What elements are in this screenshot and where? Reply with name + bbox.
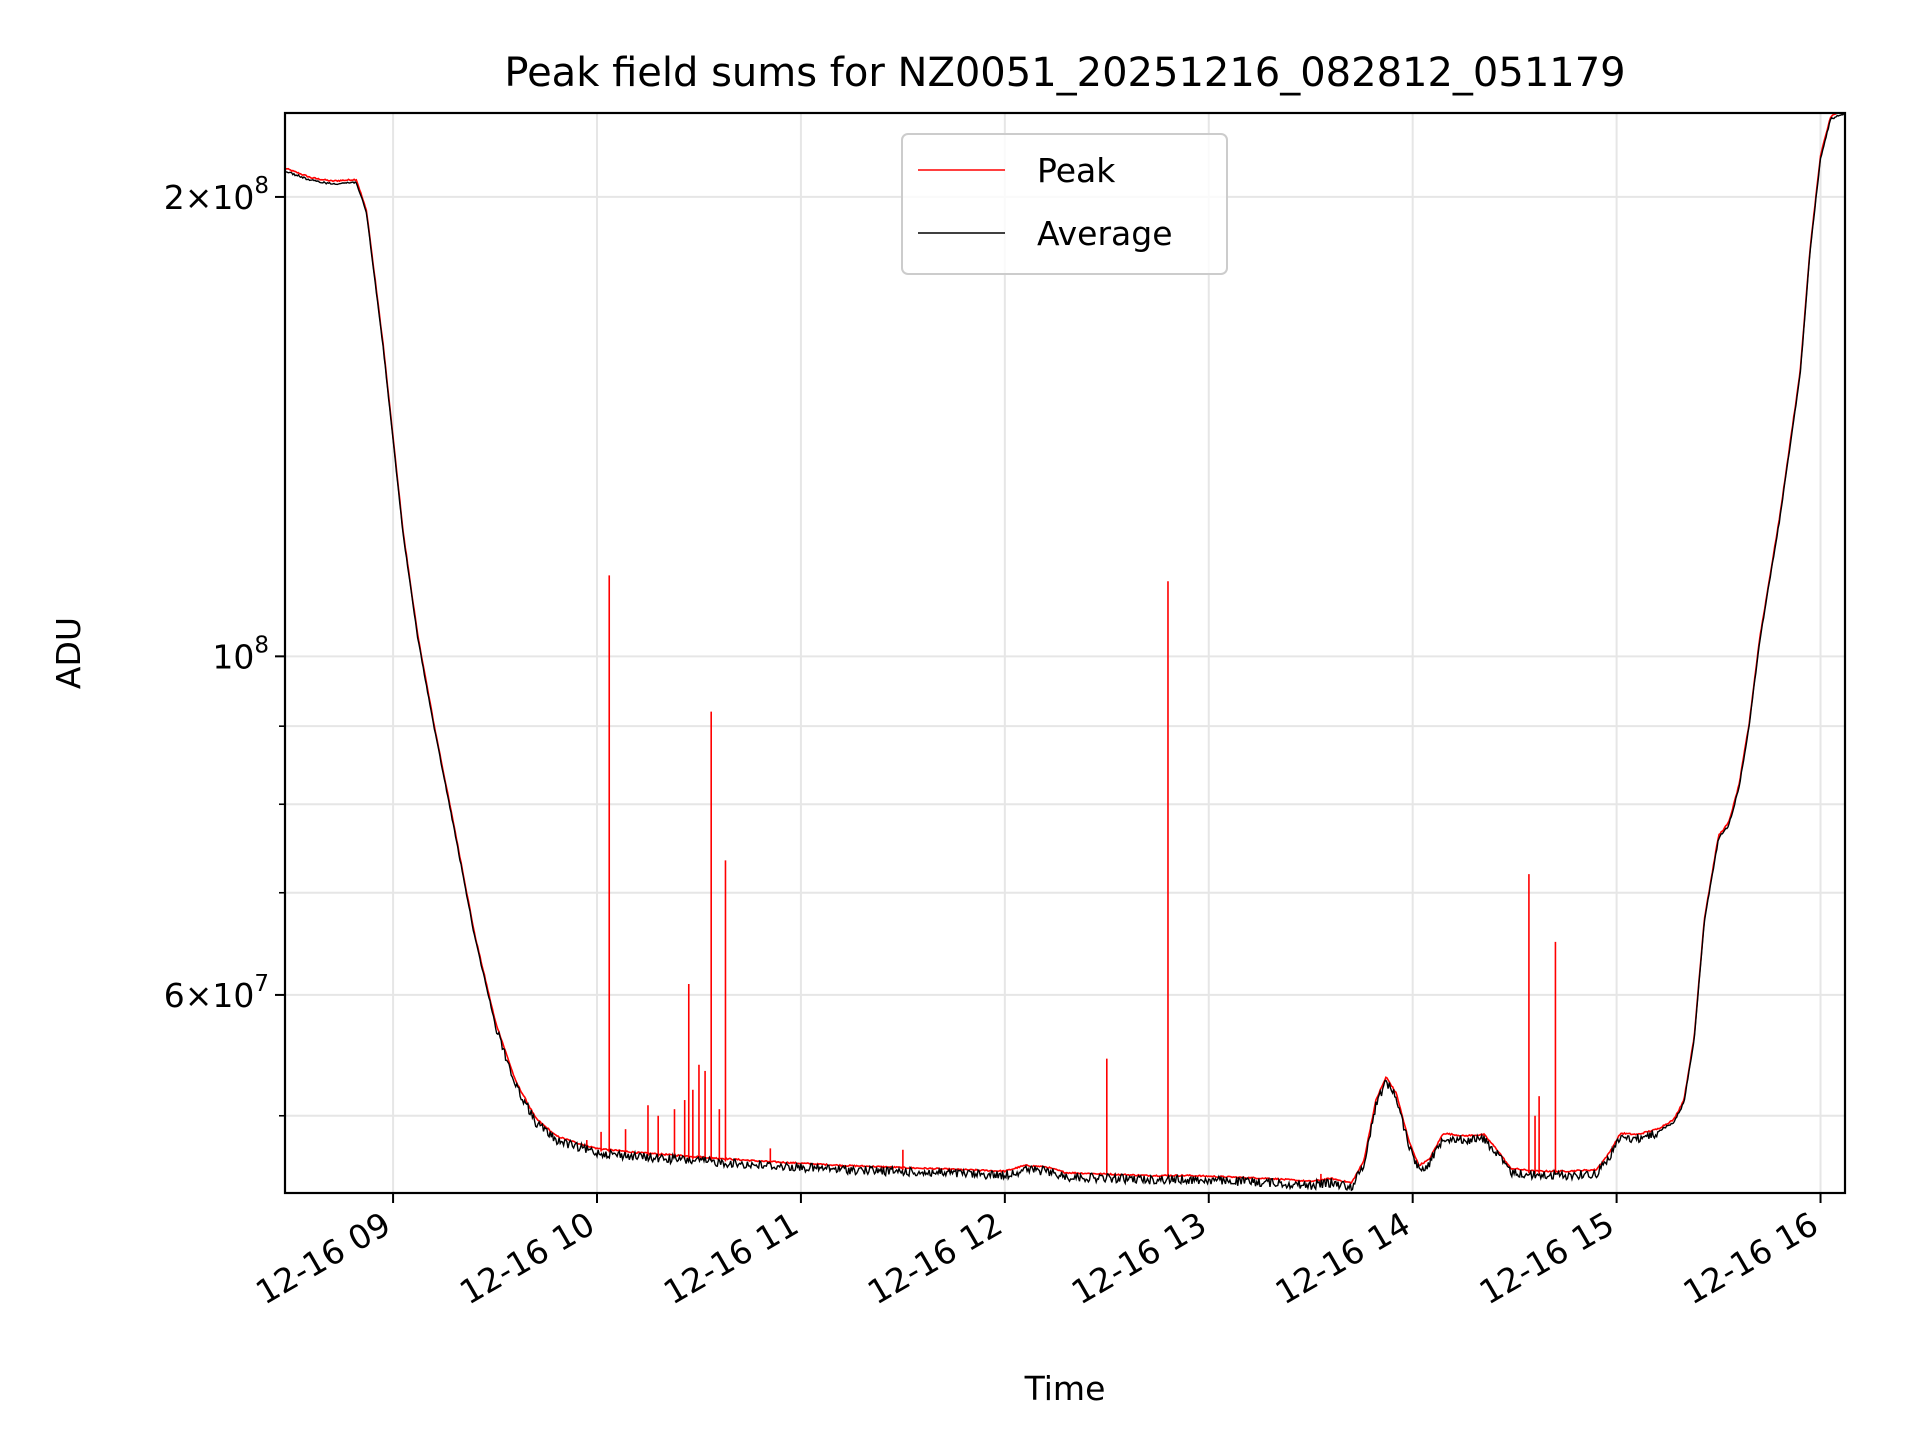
plot-area — [284, 112, 1846, 1192]
legend: Peak Average — [901, 133, 1228, 275]
y-tick-label-exp: 7 — [254, 971, 269, 997]
average-series-line — [284, 112, 1846, 1192]
peak-series-line — [284, 112, 1845, 1184]
y-tick-label-mantissa: 10 — [212, 976, 254, 1015]
x-axis-label: Time — [1024, 1369, 1106, 1408]
chart-title: Peak field sums for NZ0051_20251216_0828… — [504, 50, 1625, 96]
y-tick-label-times: × — [185, 976, 213, 1015]
axes-frame — [283, 111, 1847, 1195]
y-tick-label-exp: 8 — [254, 632, 269, 658]
grid — [285, 113, 1845, 1193]
y-tick-label-exp: 8 — [254, 173, 269, 199]
legend-average-label: Average — [1037, 214, 1173, 253]
y-tick-label-base: 6 — [164, 976, 185, 1015]
y-tick-label-times: × — [185, 178, 213, 217]
y-tick-label-base: 2 — [164, 178, 185, 217]
y-axis-label: ADU — [49, 617, 88, 689]
y-tick-label: 6×107 — [164, 971, 269, 1015]
legend-box — [901, 133, 1228, 275]
y-tick-label: 2×108 — [164, 173, 269, 217]
legend-peak-label: Peak — [1037, 151, 1116, 190]
y-tick-label: 108 — [212, 632, 269, 676]
y-tick-label-mantissa: 10 — [212, 637, 254, 676]
y-tick-label-mantissa: 10 — [212, 178, 254, 217]
